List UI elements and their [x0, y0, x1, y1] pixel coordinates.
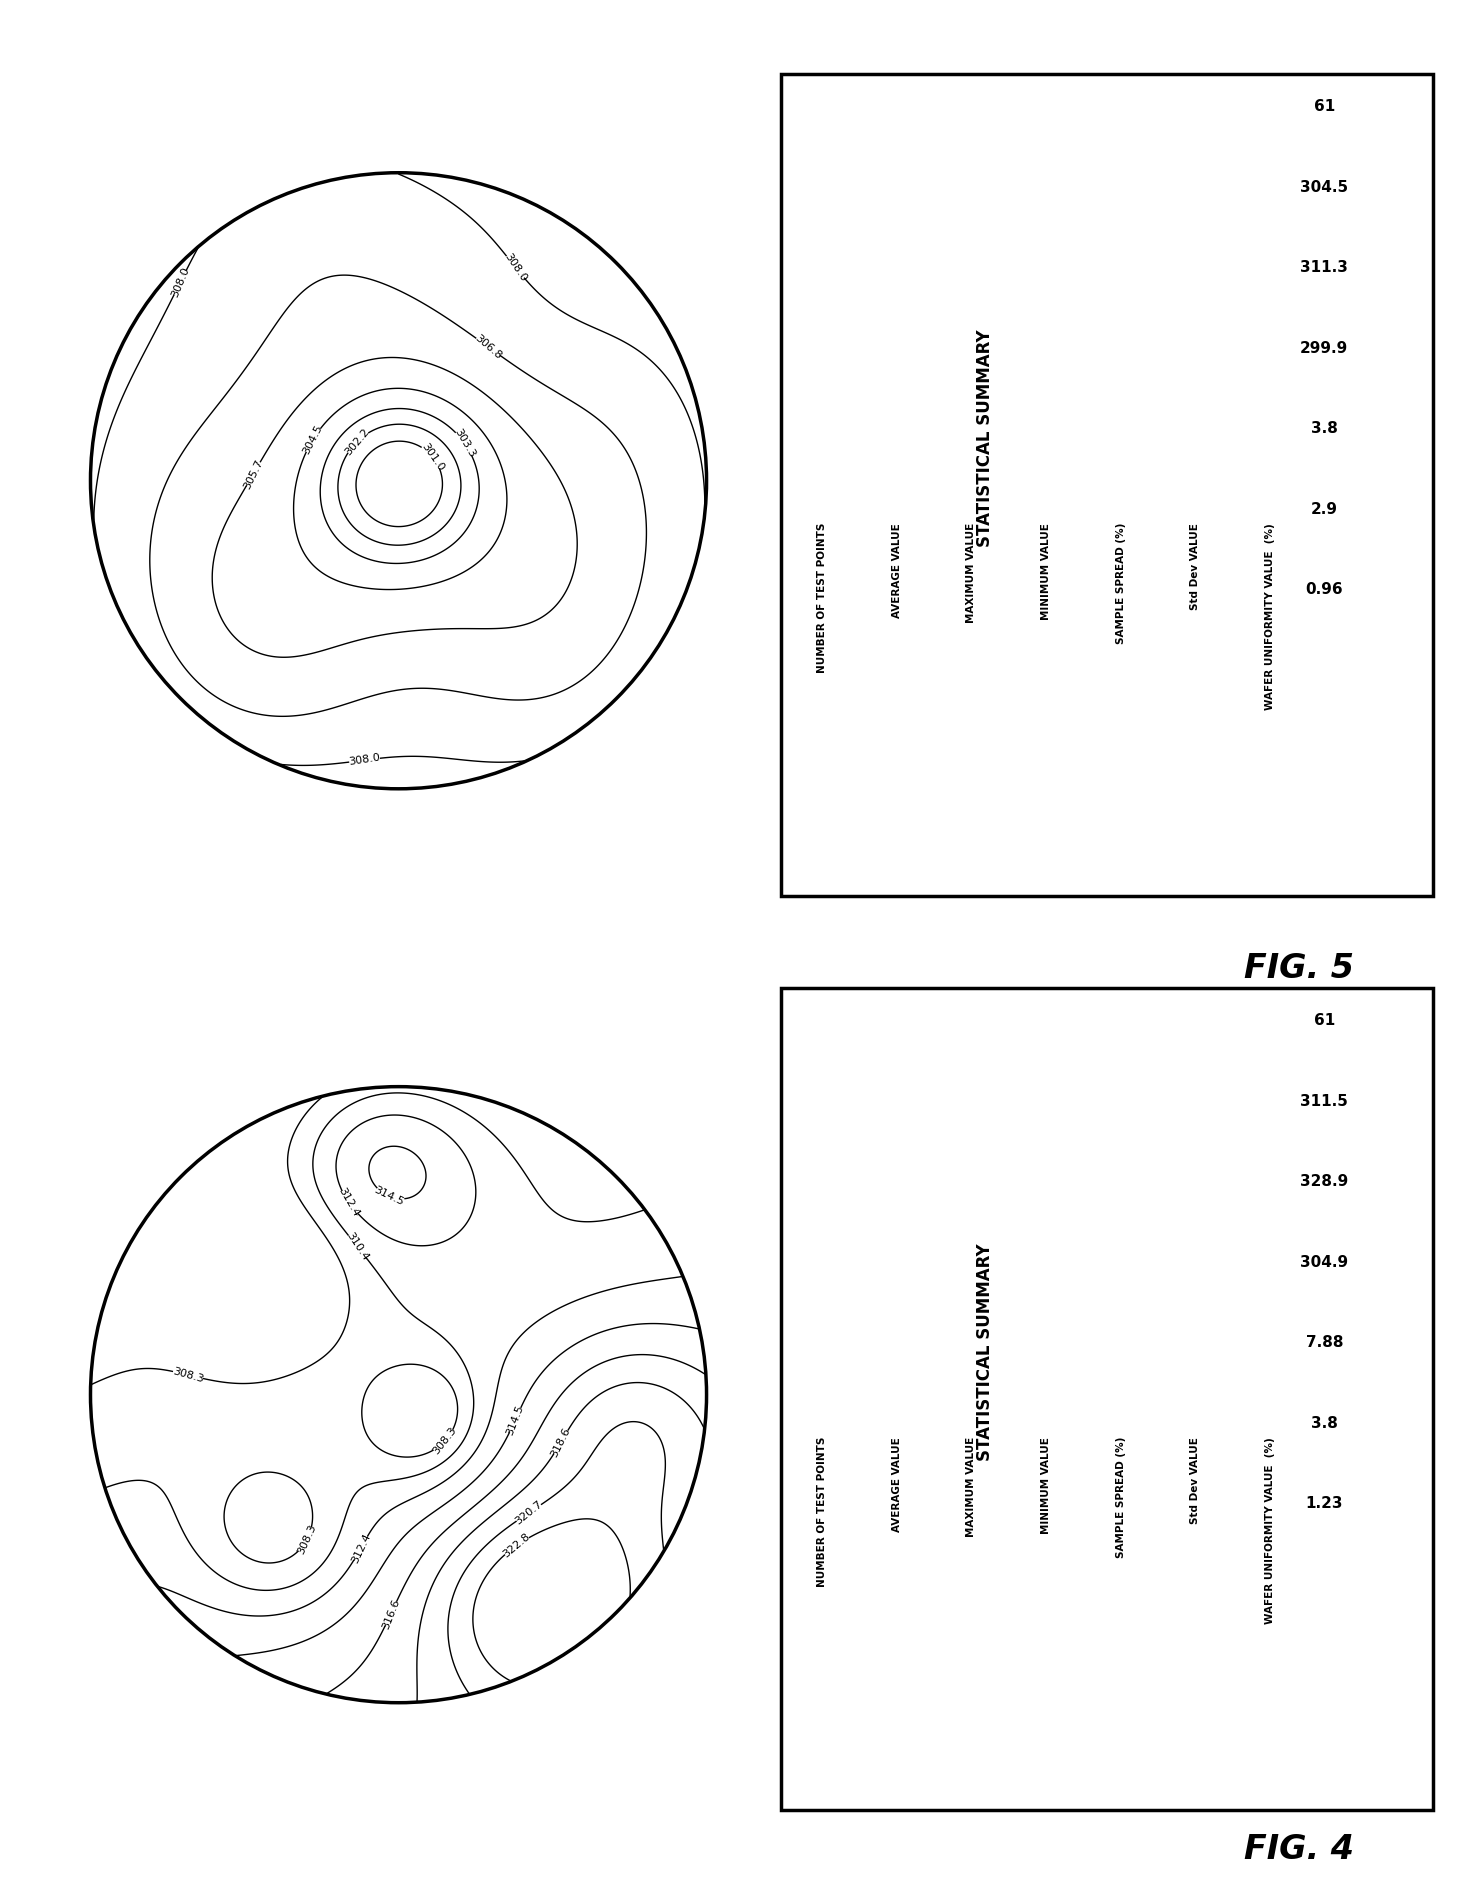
Text: 310.4: 310.4 — [344, 1230, 370, 1262]
Text: 308.3: 308.3 — [295, 1523, 317, 1556]
Text: MINIMUM VALUE: MINIMUM VALUE — [1041, 524, 1051, 621]
Text: 304.5: 304.5 — [1300, 181, 1349, 194]
Text: 61: 61 — [1314, 1013, 1334, 1028]
Text: 302.2: 302.2 — [342, 426, 370, 457]
Text: 311.3: 311.3 — [1300, 261, 1348, 276]
Text: Std Dev VALUE: Std Dev VALUE — [1190, 524, 1200, 609]
Text: 0.96: 0.96 — [1305, 583, 1343, 598]
Text: Std Dev VALUE: Std Dev VALUE — [1190, 1438, 1200, 1523]
Text: SAMPLE SPREAD (%): SAMPLE SPREAD (%) — [1116, 524, 1126, 644]
Text: MAXIMUM VALUE: MAXIMUM VALUE — [967, 524, 976, 623]
Text: FIG. 5: FIG. 5 — [1244, 952, 1353, 984]
Text: 3.8: 3.8 — [1311, 421, 1337, 436]
Text: MINIMUM VALUE: MINIMUM VALUE — [1041, 1438, 1051, 1535]
Text: 303.3: 303.3 — [452, 426, 477, 459]
Text: 311.5: 311.5 — [1300, 1095, 1348, 1108]
Text: MAXIMUM VALUE: MAXIMUM VALUE — [967, 1438, 976, 1537]
Text: 314.5: 314.5 — [505, 1403, 525, 1438]
Text: AVERAGE VALUE: AVERAGE VALUE — [892, 1438, 902, 1533]
Text: FIG. 4: FIG. 4 — [1244, 1834, 1353, 1866]
Text: WAFER UNIFORMITY VALUE  (%): WAFER UNIFORMITY VALUE (%) — [1265, 1438, 1275, 1624]
Text: 308.3: 308.3 — [171, 1365, 205, 1384]
Text: 318.6: 318.6 — [549, 1426, 573, 1458]
Text: 308.0: 308.0 — [502, 251, 528, 284]
Text: 314.5: 314.5 — [373, 1184, 406, 1207]
Text: 61: 61 — [1314, 99, 1334, 114]
Text: 316.6: 316.6 — [381, 1597, 401, 1630]
Text: NUMBER OF TEST POINTS: NUMBER OF TEST POINTS — [816, 524, 827, 674]
Text: STATISTICAL SUMMARY: STATISTICAL SUMMARY — [976, 329, 993, 546]
Text: 299.9: 299.9 — [1300, 341, 1349, 356]
Text: 304.5: 304.5 — [301, 423, 325, 457]
Text: 305.7: 305.7 — [242, 457, 264, 491]
Text: 301.0: 301.0 — [419, 442, 446, 472]
Text: 312.4: 312.4 — [337, 1186, 362, 1219]
Text: WAFER UNIFORMITY VALUE  (%): WAFER UNIFORMITY VALUE (%) — [1265, 524, 1275, 710]
Text: 312.4: 312.4 — [350, 1531, 372, 1565]
Text: AVERAGE VALUE: AVERAGE VALUE — [892, 524, 902, 619]
Text: 306.8: 306.8 — [472, 333, 503, 362]
Text: NUMBER OF TEST POINTS: NUMBER OF TEST POINTS — [816, 1438, 827, 1588]
Text: 308.0: 308.0 — [170, 267, 190, 299]
Text: 328.9: 328.9 — [1300, 1175, 1349, 1190]
Text: SAMPLE SPREAD (%): SAMPLE SPREAD (%) — [1116, 1438, 1126, 1557]
Text: 3.8: 3.8 — [1311, 1417, 1337, 1432]
Text: 7.88: 7.88 — [1305, 1335, 1343, 1350]
Text: 322.8: 322.8 — [500, 1531, 531, 1559]
Text: 304.9: 304.9 — [1300, 1255, 1349, 1270]
Text: 308.3: 308.3 — [431, 1426, 459, 1457]
Text: 2.9: 2.9 — [1311, 503, 1337, 518]
Text: 1.23: 1.23 — [1305, 1497, 1343, 1512]
Text: STATISTICAL SUMMARY: STATISTICAL SUMMARY — [976, 1243, 993, 1460]
Text: 308.0: 308.0 — [348, 752, 381, 767]
Text: 320.7: 320.7 — [514, 1498, 545, 1527]
